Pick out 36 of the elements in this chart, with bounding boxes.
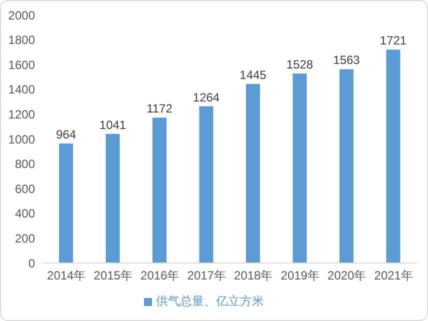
y-tick-label: 1800 bbox=[8, 33, 36, 48]
y-tick-label: 1600 bbox=[8, 58, 36, 72]
data-label: 1041 bbox=[99, 118, 126, 132]
data-label: 1445 bbox=[240, 68, 267, 82]
x-tick-label: 2020年 bbox=[328, 268, 366, 283]
bar bbox=[106, 134, 120, 263]
bar bbox=[292, 74, 307, 263]
x-tick-label: 2018年 bbox=[234, 268, 273, 283]
y-tick-label: 200 bbox=[14, 231, 36, 246]
bar bbox=[386, 50, 400, 263]
x-tick-label: 2017年 bbox=[187, 268, 226, 283]
x-tick-label: 2021年 bbox=[374, 268, 413, 283]
data-label: 1563 bbox=[333, 53, 360, 68]
y-tick-label: 1000 bbox=[8, 132, 36, 146]
y-tick-label: 1400 bbox=[8, 82, 36, 97]
x-tick-label: 2016年 bbox=[140, 268, 180, 283]
data-label: 1528 bbox=[286, 58, 314, 72]
bar bbox=[199, 106, 214, 263]
y-tick-label: 0 bbox=[28, 256, 36, 270]
bar bbox=[340, 69, 354, 263]
x-tick-label: 2019年 bbox=[280, 268, 320, 283]
x-tick-label: 2014年 bbox=[47, 268, 86, 283]
x-tick-label: 2015年 bbox=[94, 268, 132, 283]
data-label: 1721 bbox=[380, 34, 407, 48]
data-label: 1264 bbox=[192, 90, 220, 104]
y-tick-label: 2000 bbox=[8, 8, 36, 22]
y-tick-label: 1200 bbox=[8, 107, 36, 122]
bar bbox=[152, 118, 166, 263]
bar bbox=[59, 143, 73, 263]
y-tick-label: 400 bbox=[14, 206, 36, 221]
legend-label: 供气总量、亿立方米 bbox=[156, 294, 264, 308]
data-label: 1172 bbox=[146, 102, 173, 116]
bar bbox=[246, 84, 260, 263]
y-tick-label: 800 bbox=[14, 157, 36, 172]
data-label: 964 bbox=[56, 127, 76, 142]
y-tick-label: 600 bbox=[14, 182, 36, 196]
